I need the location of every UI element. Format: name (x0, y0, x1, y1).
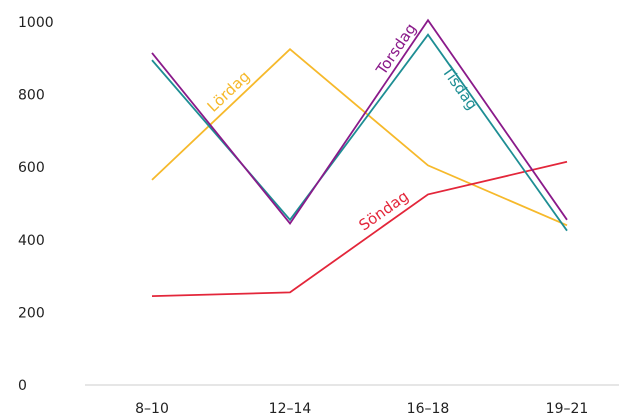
y-tick-label: 400 (18, 233, 45, 249)
series-line-tisdag (151, 33, 568, 232)
y-tick-label: 600 (18, 160, 45, 176)
series-line-söndag (151, 160, 568, 297)
series-line-torsdag (151, 18, 568, 226)
x-tick-label: 8–10 (135, 401, 169, 417)
y-tick-label: 200 (18, 305, 45, 321)
x-tick-labels: 8–10 12–14 16–18 19–21 (135, 401, 588, 417)
series-lines (151, 18, 568, 297)
y-tick-label: 0 (18, 378, 27, 394)
x-tick-label: 16–18 (407, 401, 450, 417)
series-line-lördag (151, 47, 568, 227)
y-tick-label: 800 (18, 88, 45, 104)
x-tick-label: 19–21 (546, 401, 589, 417)
series-label-torsdag: Torsdag (372, 20, 420, 79)
y-tick-labels: 0 200 400 600 800 1000 (18, 15, 54, 394)
x-tick-label: 12–14 (269, 401, 312, 417)
y-tick-label: 1000 (18, 15, 54, 31)
